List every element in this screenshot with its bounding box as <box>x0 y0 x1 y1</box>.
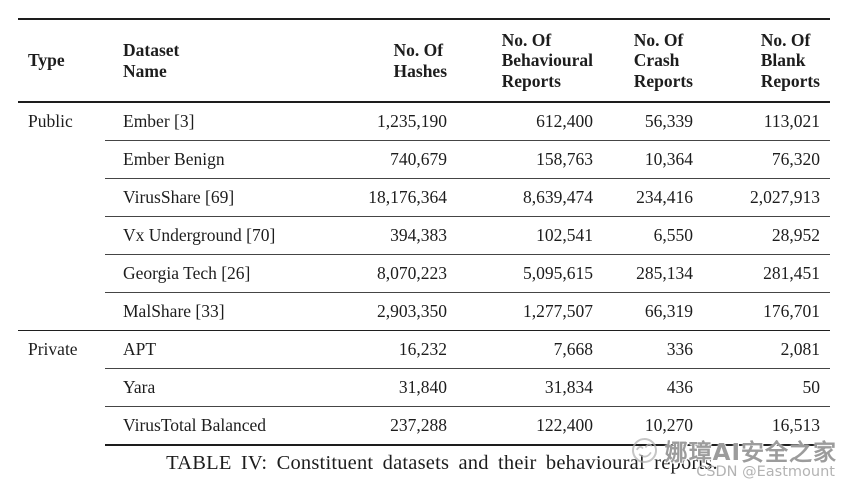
dataset-name-cell: Vx Underground [70] <box>105 216 323 255</box>
crash-reports-cell: 285,134 <box>593 254 693 293</box>
table-row: Private APT 16,232 7,668 336 2,081 <box>18 330 830 369</box>
table-body: Public Ember [3] 1,235,190 612,400 56,339 113… <box>18 102 830 446</box>
row-type-label <box>18 141 105 179</box>
behavioural-reports-cell: 102,541 <box>447 216 593 255</box>
hashes-cell: 2,903,350 <box>323 292 447 331</box>
hashes-cell: 1,235,190 <box>323 102 447 141</box>
behavioural-reports-cell: 158,763 <box>447 140 593 179</box>
crash-reports-cell: 6,550 <box>593 216 693 255</box>
col-header-type-label: Type <box>28 50 65 71</box>
dataset-name-cell: APT <box>105 330 323 369</box>
crash-reports-cell: 234,416 <box>593 178 693 217</box>
behavioural-reports-cell: 1,277,507 <box>447 292 593 331</box>
behavioural-reports-cell: 31,834 <box>447 368 593 407</box>
row-type-label: Private <box>28 339 78 360</box>
table-row: VirusTotal Balanced 237,288 122,400 10,270 1… <box>18 406 830 446</box>
col-header-no-of-hashes-label: No. Of Hashes <box>393 39 447 81</box>
behavioural-reports-cell: 7,668 <box>447 330 593 369</box>
col-header-no-of-blank-reports-label: No. Of Blank Reports <box>760 29 820 91</box>
crash-reports-cell: 436 <box>593 368 693 407</box>
hashes-cell: 31,840 <box>323 368 447 407</box>
table-row: Ember Benign 740,679 158,763 10,364 76,320 <box>18 140 830 179</box>
crash-reports-cell: 66,319 <box>593 292 693 331</box>
dataset-name-cell: Ember Benign <box>105 140 323 179</box>
behavioural-reports-cell: 8,639,474 <box>447 178 593 217</box>
datasets-table: Type Dataset Name No. Of Hashes No. Of B… <box>18 18 830 446</box>
blank-reports-cell: 2,081 <box>693 330 830 369</box>
dataset-name-cell: Georgia Tech [26] <box>105 254 323 293</box>
hashes-cell: 16,232 <box>323 330 447 369</box>
blank-reports-cell: 16,513 <box>693 406 830 446</box>
hashes-cell: 740,679 <box>323 140 447 179</box>
row-type-label <box>18 292 105 331</box>
crash-reports-cell: 56,339 <box>593 102 693 141</box>
watermark-subtitle-text: CSDN @Eastmount <box>696 464 835 480</box>
watermark: 娜璋AI安全之家 CSDN @Eastmount <box>631 433 837 480</box>
blank-reports-cell: 176,701 <box>693 292 830 331</box>
dataset-name-cell: Ember [3] <box>105 102 323 141</box>
hashes-cell: 237,288 <box>323 406 447 446</box>
col-header-dataset-name-label: Dataset Name <box>123 39 180 81</box>
blank-reports-cell: 28,952 <box>693 216 830 255</box>
col-header-no-of-crash-reports: No. Of Crash Reports <box>593 19 693 102</box>
dataset-name-cell: Yara <box>105 368 323 407</box>
table-row: VirusShare [69] 18,176,364 8,639,474 234,41… <box>18 178 830 217</box>
header-row: Type Dataset Name No. Of Hashes No. Of B… <box>18 19 830 102</box>
smiley-face-icon <box>629 434 660 465</box>
col-header-type: Type <box>18 19 105 102</box>
dataset-name-cell: VirusTotal Balanced <box>105 406 323 446</box>
table-row: Yara 31,840 31,834 436 50 <box>18 368 830 407</box>
blank-reports-cell: 113,021 <box>693 102 830 141</box>
col-header-no-of-hashes: No. Of Hashes <box>323 19 447 102</box>
table-caption: TABLE IV: Constituent datasets and their… <box>166 452 718 474</box>
row-type-label <box>18 179 105 217</box>
table-row: Public Ember [3] 1,235,190 612,400 56,339 113… <box>18 102 830 141</box>
hashes-cell: 18,176,364 <box>323 178 447 217</box>
col-header-no-of-behavioural-reports: No. Of Behavioural Reports <box>447 19 593 102</box>
col-header-dataset-name: Dataset Name <box>105 19 323 102</box>
row-type-label: Public <box>28 111 73 132</box>
blank-reports-cell: 76,320 <box>693 140 830 179</box>
row-type-label <box>18 255 105 293</box>
crash-reports-cell: 10,364 <box>593 140 693 179</box>
blank-reports-cell: 2,027,913 <box>693 178 830 217</box>
row-type-label <box>18 407 105 446</box>
behavioural-reports-cell: 612,400 <box>447 102 593 141</box>
blank-reports-cell: 50 <box>693 368 830 407</box>
dataset-name-cell: MalShare [33] <box>105 292 323 331</box>
behavioural-reports-cell: 122,400 <box>447 406 593 446</box>
table-row: MalShare [33] 2,903,350 1,277,507 66,319 176… <box>18 292 830 331</box>
crash-reports-cell: 336 <box>593 330 693 369</box>
hashes-cell: 8,070,223 <box>323 254 447 293</box>
col-header-no-of-crash-reports-label: No. Of Crash Reports <box>633 29 693 91</box>
hashes-cell: 394,383 <box>323 216 447 255</box>
table-row: Vx Underground [70] 394,383 102,541 6,550 28… <box>18 216 830 255</box>
row-type-label <box>18 217 105 255</box>
blank-reports-cell: 281,451 <box>693 254 830 293</box>
table-row: Georgia Tech [26] 8,070,223 5,095,615 285,1… <box>18 254 830 293</box>
watermark-brand-row: 娜璋AI安全之家 <box>631 433 837 467</box>
watermark-brand-text: 娜璋AI安全之家 <box>664 440 837 466</box>
col-header-no-of-blank-reports: No. Of Blank Reports <box>693 19 830 102</box>
dataset-name-cell: VirusShare [69] <box>105 178 323 217</box>
col-header-no-of-behavioural-reports-label: No. Of Behavioural Reports <box>501 29 593 91</box>
behavioural-reports-cell: 5,095,615 <box>447 254 593 293</box>
row-type-label <box>18 369 105 407</box>
